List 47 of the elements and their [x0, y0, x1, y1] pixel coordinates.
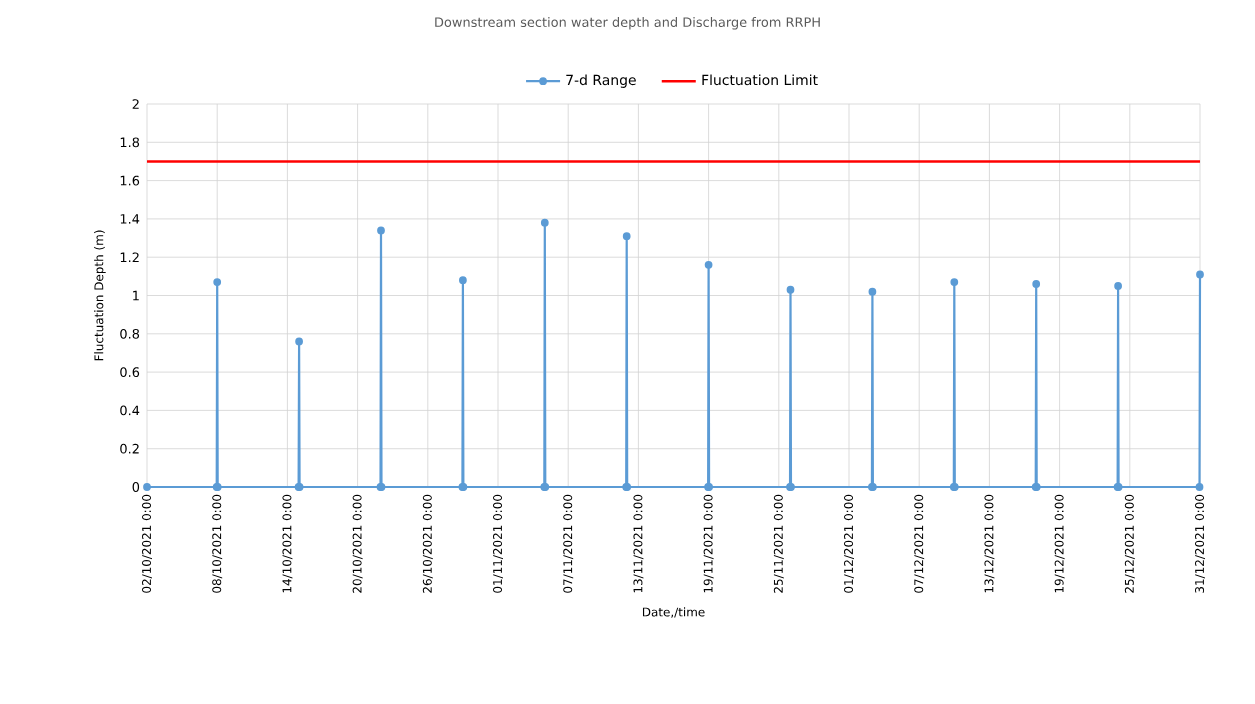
point: [295, 337, 303, 346]
x-tick-label: 07/12/2021 0:00: [914, 494, 925, 593]
point: [213, 278, 222, 286]
point: [459, 276, 467, 285]
y-tick-label: 0: [132, 482, 140, 492]
x-tick-label: 02/10/2021 0:00: [142, 494, 153, 593]
legend-label: Fluctuation Limit: [702, 74, 818, 86]
point: [868, 287, 877, 296]
y-tick-label: 0.2: [120, 443, 139, 454]
y-tick-label: 1.2: [120, 252, 139, 262]
point: [1032, 280, 1041, 288]
legend-label: 7-d Range: [566, 74, 636, 88]
x-tick-label: 14/10/2021 0:00: [282, 494, 293, 593]
x-tick-label: 25/11/2021 0:00: [773, 494, 784, 593]
y-tick-label: 2: [132, 99, 139, 109]
x-tick-label: 19/11/2021 0:00: [703, 494, 714, 593]
x-tick-label: 13/12/2021 0:00: [984, 494, 995, 593]
x-tick-label: 01/11/2021 0:00: [493, 494, 504, 593]
y-tick-label: 1.6: [120, 175, 140, 186]
point: [377, 226, 385, 235]
x-tick-label: 01/12/2021 0:00: [844, 494, 855, 593]
x-tick-label: 08/10/2021 0:00: [212, 494, 223, 593]
x-tick-label: 19/12/2021 0:00: [1054, 494, 1065, 593]
x-tick-label: 20/10/2021 0:00: [352, 494, 363, 593]
y-tick-label: 1.4: [120, 214, 140, 224]
y-tick-label: 0.6: [120, 367, 140, 377]
point: [1196, 270, 1204, 279]
x-tick-label: 13/11/2021 0:00: [633, 494, 644, 593]
point: [622, 232, 631, 241]
x-tick-label: 26/10/2021 0:00: [422, 494, 433, 593]
x-tick-label: 31/12/2021 0:00: [1195, 494, 1206, 593]
point: [1114, 282, 1122, 290]
point: [143, 483, 151, 491]
x-tick-label: 07/11/2021 0:00: [563, 494, 574, 593]
y-tick-label: 1: [133, 290, 139, 301]
chart-title: Downstream section water depth and Discharge from RRPH: [435, 17, 820, 30]
point: [950, 278, 959, 286]
x-tick-label: 25/12/2021 0:00: [1124, 494, 1135, 593]
y-tick-label: 0.4: [120, 405, 140, 416]
y-tick-label: 1.8: [120, 137, 140, 148]
point: [704, 260, 713, 269]
x-axis-title: Date,/time: [642, 607, 705, 618]
point: [786, 285, 795, 294]
y-tick-label: 0.8: [120, 328, 140, 339]
point: [540, 218, 549, 227]
y-axis-title: Fluctuation Depth (m): [94, 230, 106, 361]
point: [1195, 483, 1204, 491]
